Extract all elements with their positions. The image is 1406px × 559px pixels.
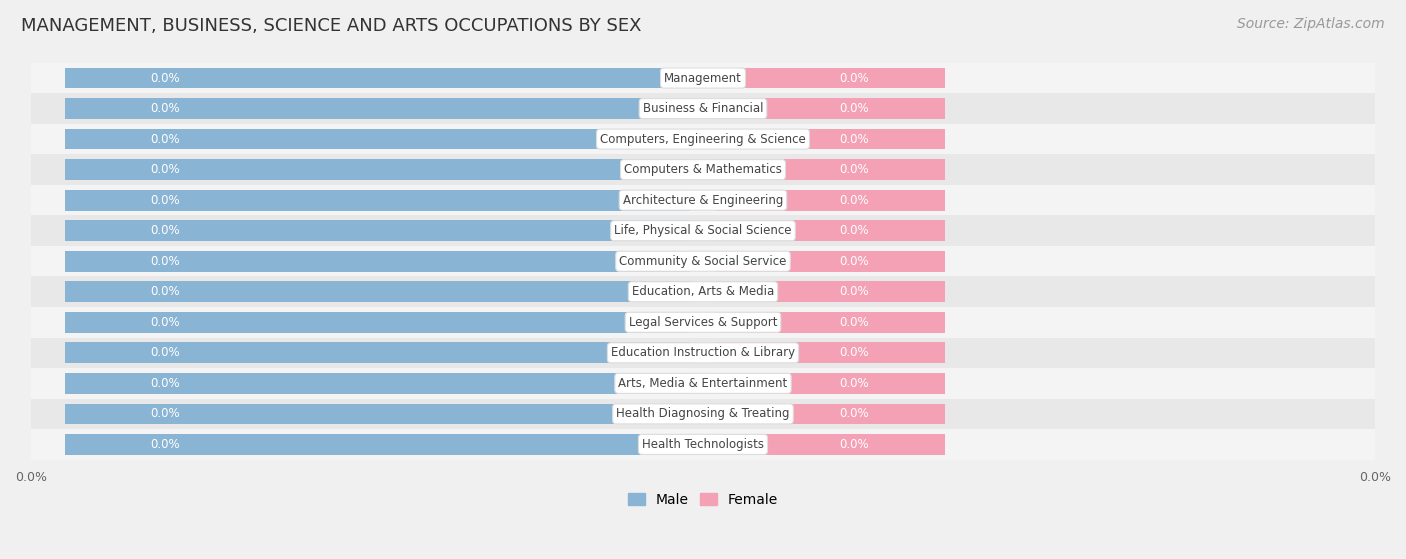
Text: 0.0%: 0.0% bbox=[150, 193, 180, 207]
Bar bbox=[717, 434, 945, 455]
Text: 0.0%: 0.0% bbox=[839, 132, 869, 145]
Text: Computers & Mathematics: Computers & Mathematics bbox=[624, 163, 782, 176]
Text: Education Instruction & Library: Education Instruction & Library bbox=[612, 347, 794, 359]
Bar bbox=[65, 281, 689, 302]
Bar bbox=[31, 368, 1375, 399]
Bar bbox=[31, 429, 1375, 459]
Text: Computers, Engineering & Science: Computers, Engineering & Science bbox=[600, 132, 806, 145]
Text: 0.0%: 0.0% bbox=[839, 377, 869, 390]
Text: 0.0%: 0.0% bbox=[150, 255, 180, 268]
Text: 0.0%: 0.0% bbox=[839, 224, 869, 237]
Bar bbox=[717, 220, 945, 241]
Text: 0.0%: 0.0% bbox=[150, 163, 180, 176]
Text: 0.0%: 0.0% bbox=[150, 224, 180, 237]
Bar bbox=[717, 373, 945, 394]
Text: 0.0%: 0.0% bbox=[150, 438, 180, 451]
Bar bbox=[717, 312, 945, 333]
Text: Arts, Media & Entertainment: Arts, Media & Entertainment bbox=[619, 377, 787, 390]
Text: 0.0%: 0.0% bbox=[150, 347, 180, 359]
Text: 0.0%: 0.0% bbox=[839, 255, 869, 268]
Text: Legal Services & Support: Legal Services & Support bbox=[628, 316, 778, 329]
Text: 0.0%: 0.0% bbox=[839, 438, 869, 451]
Bar bbox=[65, 251, 689, 272]
Text: 0.0%: 0.0% bbox=[839, 316, 869, 329]
Text: Architecture & Engineering: Architecture & Engineering bbox=[623, 193, 783, 207]
Text: 0.0%: 0.0% bbox=[839, 285, 869, 299]
Bar bbox=[65, 220, 689, 241]
Bar bbox=[31, 93, 1375, 124]
Text: 0.0%: 0.0% bbox=[839, 347, 869, 359]
Bar bbox=[31, 185, 1375, 215]
Bar bbox=[65, 190, 689, 211]
Bar bbox=[31, 307, 1375, 338]
Bar bbox=[31, 215, 1375, 246]
Bar bbox=[65, 312, 689, 333]
Bar bbox=[717, 159, 945, 180]
Text: Life, Physical & Social Science: Life, Physical & Social Science bbox=[614, 224, 792, 237]
Bar bbox=[717, 190, 945, 211]
Bar bbox=[65, 129, 689, 149]
Bar bbox=[717, 343, 945, 363]
Text: 0.0%: 0.0% bbox=[150, 408, 180, 420]
Bar bbox=[717, 404, 945, 424]
Bar bbox=[717, 68, 945, 88]
Text: Management: Management bbox=[664, 72, 742, 84]
Bar bbox=[31, 124, 1375, 154]
Bar bbox=[65, 159, 689, 180]
Text: Health Diagnosing & Treating: Health Diagnosing & Treating bbox=[616, 408, 790, 420]
Bar bbox=[31, 277, 1375, 307]
Text: Source: ZipAtlas.com: Source: ZipAtlas.com bbox=[1237, 17, 1385, 31]
Bar bbox=[717, 129, 945, 149]
Text: Community & Social Service: Community & Social Service bbox=[619, 255, 787, 268]
Bar bbox=[65, 404, 689, 424]
Text: 0.0%: 0.0% bbox=[150, 72, 180, 84]
Bar bbox=[31, 399, 1375, 429]
Text: 0.0%: 0.0% bbox=[839, 163, 869, 176]
Text: MANAGEMENT, BUSINESS, SCIENCE AND ARTS OCCUPATIONS BY SEX: MANAGEMENT, BUSINESS, SCIENCE AND ARTS O… bbox=[21, 17, 641, 35]
Text: 0.0%: 0.0% bbox=[150, 285, 180, 299]
Text: 0.0%: 0.0% bbox=[150, 102, 180, 115]
Text: Business & Financial: Business & Financial bbox=[643, 102, 763, 115]
Bar bbox=[65, 343, 689, 363]
Bar bbox=[31, 154, 1375, 185]
Text: 0.0%: 0.0% bbox=[150, 132, 180, 145]
Legend: Male, Female: Male, Female bbox=[623, 487, 783, 512]
Bar bbox=[717, 98, 945, 119]
Text: Education, Arts & Media: Education, Arts & Media bbox=[631, 285, 775, 299]
Text: 0.0%: 0.0% bbox=[150, 316, 180, 329]
Text: 0.0%: 0.0% bbox=[839, 102, 869, 115]
Bar bbox=[717, 251, 945, 272]
Bar bbox=[31, 338, 1375, 368]
Bar bbox=[717, 281, 945, 302]
Bar bbox=[65, 373, 689, 394]
Bar bbox=[31, 246, 1375, 277]
Text: Health Technologists: Health Technologists bbox=[643, 438, 763, 451]
Bar bbox=[65, 68, 689, 88]
Text: 0.0%: 0.0% bbox=[839, 408, 869, 420]
Bar bbox=[65, 434, 689, 455]
Text: 0.0%: 0.0% bbox=[839, 193, 869, 207]
Text: 0.0%: 0.0% bbox=[150, 377, 180, 390]
Bar bbox=[65, 98, 689, 119]
Bar bbox=[31, 63, 1375, 93]
Text: 0.0%: 0.0% bbox=[839, 72, 869, 84]
